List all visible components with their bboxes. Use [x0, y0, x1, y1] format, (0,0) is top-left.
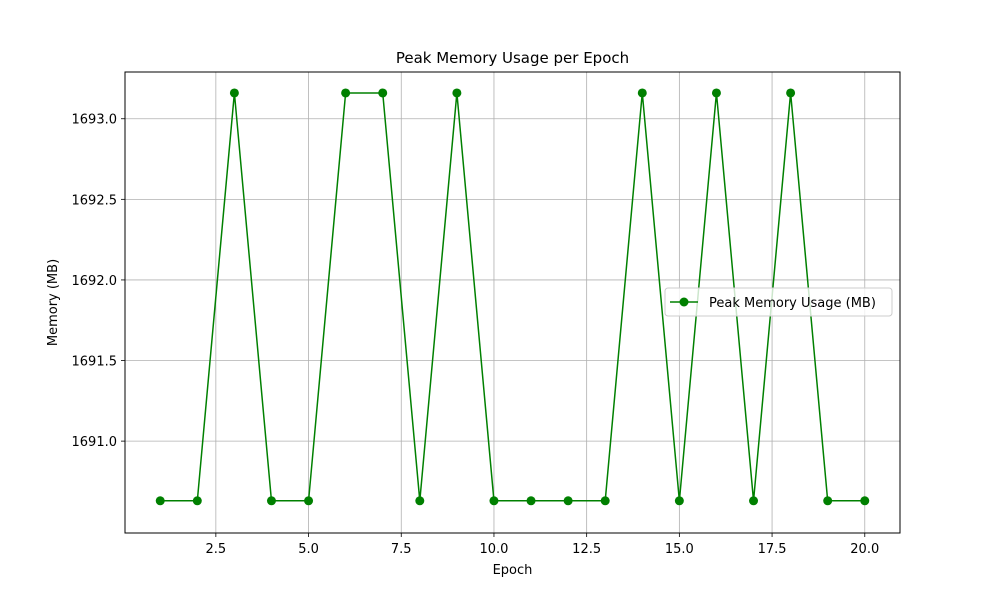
plot-area-frame — [124, 71, 901, 534]
data-point — [378, 88, 388, 98]
x-tick-label: 2.5 — [206, 542, 227, 557]
data-point — [304, 496, 314, 506]
x-tick-label: 12.5 — [572, 542, 601, 557]
data-point — [526, 496, 536, 506]
data-point — [415, 496, 425, 506]
data-point — [452, 88, 462, 98]
data-point — [674, 496, 684, 506]
data-point — [711, 88, 721, 98]
y-tick-label: 1692.5 — [72, 193, 118, 208]
chart-title: Peak Memory Usage per Epoch — [396, 49, 629, 67]
legend-label: Peak Memory Usage (MB) — [709, 296, 876, 311]
series-layer — [155, 88, 870, 506]
data-point — [600, 496, 610, 506]
x-axis-label: Epoch — [493, 563, 533, 578]
data-point — [341, 88, 351, 98]
y-tick-label: 1691.0 — [72, 435, 118, 450]
x-tick-label: 15.0 — [665, 542, 694, 557]
data-point — [749, 496, 759, 506]
x-tick-label: 17.5 — [758, 542, 787, 557]
data-point — [489, 496, 499, 506]
x-tick-label: 7.5 — [391, 542, 412, 557]
legend: Peak Memory Usage (MB) — [664, 287, 893, 317]
y-axis-label: Memory (MB) — [46, 259, 61, 346]
x-axis-ticks: 2.5 5.0 7.5 10.0 12.5 15.0 17.5 20.0 — [206, 533, 879, 557]
data-point — [155, 496, 165, 506]
data-point — [823, 496, 833, 506]
y-tick-label: 1691.5 — [72, 355, 118, 370]
data-point — [860, 496, 870, 506]
x-tick-label: 20.0 — [850, 542, 879, 557]
data-point — [266, 496, 276, 506]
data-point — [563, 496, 573, 506]
x-tick-label: 5.0 — [298, 542, 319, 557]
legend-marker-swatch — [679, 297, 689, 307]
y-tick-label: 1692.0 — [72, 274, 118, 289]
data-point — [637, 88, 647, 98]
x-tick-label: 10.0 — [479, 542, 508, 557]
series-line — [160, 92, 865, 502]
legend-box — [664, 287, 893, 317]
y-axis-ticks: 1691.0 1691.5 1692.0 1692.5 1693.0 — [72, 113, 125, 450]
data-point — [192, 496, 202, 506]
data-point — [229, 88, 239, 98]
y-tick-label: 1693.0 — [72, 113, 118, 128]
data-point — [786, 88, 796, 98]
